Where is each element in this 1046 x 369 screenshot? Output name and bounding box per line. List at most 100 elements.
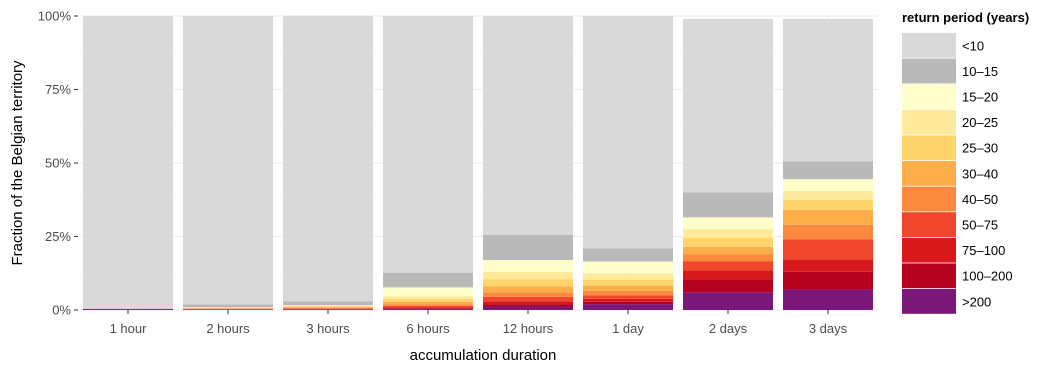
bar-segment-30–40 bbox=[583, 286, 673, 291]
bar-segment-40–50 bbox=[783, 225, 873, 240]
bar-segment-15–20 bbox=[483, 260, 573, 272]
legend-swatch bbox=[902, 187, 956, 212]
bar-segment-15–20 bbox=[583, 261, 673, 273]
legend-label: 75–100 bbox=[962, 243, 1005, 258]
x-tick-label: 3 days bbox=[809, 321, 848, 336]
bar-segment-75–100 bbox=[483, 301, 573, 304]
y-axis-title: Fraction of the Belgian territory bbox=[9, 60, 26, 266]
legend-label: 10–15 bbox=[962, 64, 998, 79]
bar-segment-20–25 bbox=[483, 272, 573, 279]
bar-segment-30–40 bbox=[283, 307, 373, 308]
bar-segment-<10 bbox=[83, 16, 173, 309]
bar-segment-50–75 bbox=[483, 297, 573, 301]
legend-title: return period (years) bbox=[902, 10, 1029, 25]
legend-swatch bbox=[902, 161, 956, 186]
bar-segment-20–25 bbox=[383, 296, 473, 299]
legend-swatch bbox=[902, 238, 956, 263]
bar-segment-10–15 bbox=[283, 301, 373, 305]
bar-segment-25–30 bbox=[783, 200, 873, 210]
bar-segment-<10 bbox=[783, 19, 873, 162]
x-tick-label: 2 hours bbox=[206, 321, 250, 336]
bar-segment-50–75 bbox=[383, 306, 473, 307]
legend-label: 30–40 bbox=[962, 166, 998, 181]
bar-segment-<10 bbox=[483, 16, 573, 235]
x-tick-label: 1 hour bbox=[110, 321, 148, 336]
x-tick-label: 1 day bbox=[612, 321, 644, 336]
bar-segment-10–15 bbox=[783, 162, 873, 180]
y-tick-label: 0% bbox=[52, 303, 71, 318]
bar-segment-100–200 bbox=[483, 304, 573, 306]
x-tick-label: 3 hours bbox=[306, 321, 350, 336]
bar-segment-15–20 bbox=[383, 287, 473, 296]
bar-segment-10–15 bbox=[483, 235, 573, 260]
bar-segment-30–40 bbox=[383, 302, 473, 304]
legend-swatch bbox=[902, 263, 956, 288]
bar-segment-40–50 bbox=[583, 291, 673, 295]
bar-segment-<10 bbox=[383, 16, 473, 273]
bar-segment-50–75 bbox=[783, 239, 873, 260]
legend-label: 40–50 bbox=[962, 192, 998, 207]
legend-label: <10 bbox=[962, 38, 984, 53]
bar-segment-<10 bbox=[683, 19, 773, 192]
y-axis: 0% 25% 50% 75% 100% bbox=[38, 9, 78, 318]
bar-segment-40–50 bbox=[483, 292, 573, 296]
bar-segment-<10 bbox=[183, 16, 273, 304]
bar-segment-20–25 bbox=[583, 273, 673, 279]
bar-segment-50–75 bbox=[583, 295, 673, 299]
legend-swatch bbox=[902, 33, 956, 58]
bar-segment-25–30 bbox=[483, 279, 573, 286]
bar-segment-75–100 bbox=[583, 299, 673, 302]
bar-segment-30–40 bbox=[683, 247, 773, 254]
bar-segment-25–30 bbox=[283, 306, 373, 307]
bar-segment-40–50 bbox=[283, 308, 373, 309]
bar-segment-75–100 bbox=[383, 307, 473, 308]
y-tick-label: 50% bbox=[45, 156, 71, 171]
x-tick-label: 6 hours bbox=[406, 321, 450, 336]
legend-label: 25–30 bbox=[962, 141, 998, 156]
bar-segment-40–50 bbox=[683, 254, 773, 261]
bar-segment-15–20 bbox=[283, 305, 373, 306]
bar-segment-25–30 bbox=[383, 299, 473, 302]
bar-segment-75–100 bbox=[683, 270, 773, 279]
bar-segment->200 bbox=[783, 289, 873, 310]
legend-swatch bbox=[902, 212, 956, 237]
bar-segment-40–50 bbox=[383, 304, 473, 306]
legend-label: 100–200 bbox=[962, 269, 1013, 284]
bar-segment-50–75 bbox=[283, 308, 373, 309]
bar-segment-75–100 bbox=[783, 260, 873, 272]
bar-segment-25–30 bbox=[683, 238, 773, 247]
bar-segment->200 bbox=[683, 292, 773, 310]
legend-swatch bbox=[902, 110, 956, 135]
bar-segment-10–15 bbox=[583, 248, 673, 261]
legend-label: 20–25 bbox=[962, 115, 998, 130]
bar-segment-50–75 bbox=[683, 261, 773, 270]
bar-segment->200 bbox=[383, 309, 473, 310]
legend-swatch bbox=[902, 135, 956, 160]
bar-segment-10–15 bbox=[383, 273, 473, 288]
legend-swatch bbox=[902, 289, 956, 314]
legend-swatch bbox=[902, 84, 956, 109]
legend: <1010–1515–2020–2525–3030–4040–5050–7575… bbox=[902, 33, 1013, 314]
y-tick-label: 75% bbox=[45, 82, 71, 97]
x-tick-label: 2 days bbox=[709, 321, 748, 336]
bar-segment-30–40 bbox=[483, 286, 573, 292]
bar-segment-10–15 bbox=[683, 192, 773, 217]
legend-label: 15–20 bbox=[962, 90, 998, 105]
bar-segment-100–200 bbox=[583, 302, 673, 304]
bar-segment->200 bbox=[583, 304, 673, 310]
bar-segment-30–40 bbox=[783, 210, 873, 225]
y-tick-label: 25% bbox=[45, 229, 71, 244]
bar-segment-75–100 bbox=[283, 309, 373, 310]
bar-segment-25–30 bbox=[583, 280, 673, 286]
bar-segment-100–200 bbox=[683, 279, 773, 292]
bar-segment->200 bbox=[83, 309, 173, 310]
bar-segment-20–25 bbox=[683, 229, 773, 238]
bar-segment-20–25 bbox=[783, 191, 873, 200]
bar-segment-100–200 bbox=[383, 308, 473, 309]
bar-segment-100–200 bbox=[783, 272, 873, 290]
bar-segment-15–20 bbox=[783, 179, 873, 191]
bar-segment-10–15 bbox=[183, 304, 273, 307]
y-tick-label: 100% bbox=[38, 9, 72, 24]
